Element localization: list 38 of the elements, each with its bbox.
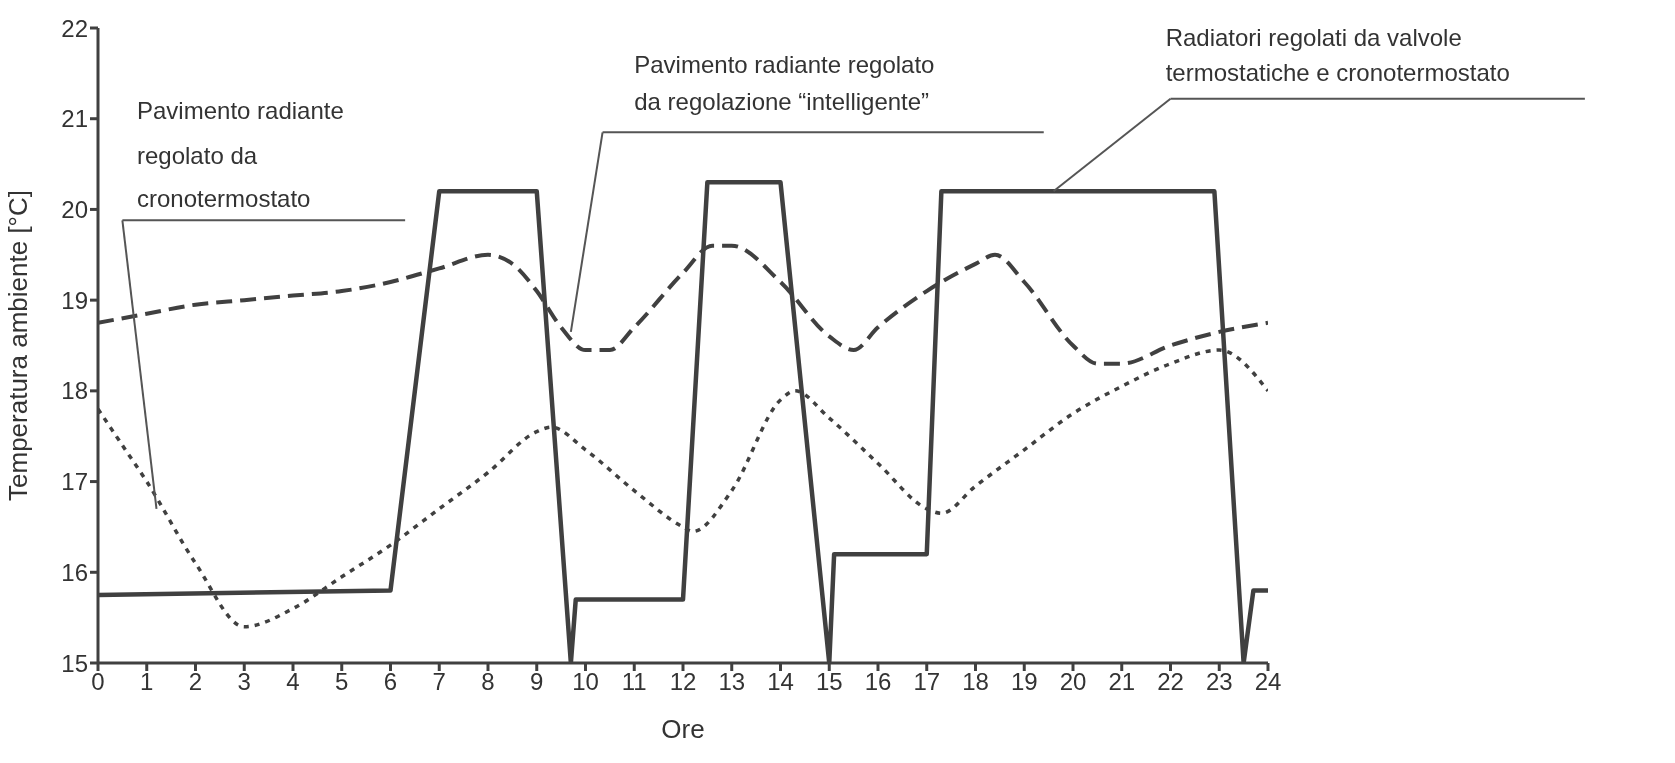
annotation: Radiatori regolati da valvole termostatiche e cronotermostato (1165, 24, 1510, 86)
x-tick-label: 17 (913, 668, 941, 696)
y-tick-label: 20 (61, 195, 88, 223)
x-tick-label: 10 (572, 668, 599, 696)
annotation: Pavimento radiante regolato da cronotermostato (137, 96, 344, 212)
x-tick-label: 13 (718, 668, 746, 696)
x-tick-label: 21 (1108, 668, 1136, 696)
y-tick-label: 16 (61, 558, 88, 586)
x-tick-label: 23 (1205, 668, 1233, 696)
x-tick-label: 16 (864, 668, 892, 696)
x-tick-label: 20 (1059, 668, 1087, 696)
x-tick-label: 3 (237, 668, 251, 696)
y-axis-title: Temperatura ambiente [°C] (3, 190, 34, 501)
x-tick-label: 11 (621, 668, 647, 696)
y-tick-label: 17 (61, 468, 88, 496)
x-tick-label: 19 (1010, 668, 1038, 696)
x-tick-label: 5 (335, 668, 349, 696)
x-tick-label: 18 (962, 668, 989, 696)
x-tick-label: 1 (140, 668, 154, 696)
x-tick-label: 6 (383, 668, 398, 696)
y-tick-label: 22 (61, 14, 88, 42)
x-tick-label: 22 (1157, 668, 1184, 696)
y-tick-label: 18 (61, 377, 88, 405)
x-axis-title: Ore (661, 714, 705, 744)
x-tick-label: 24 (1254, 668, 1282, 696)
y-tick-label: 19 (61, 286, 88, 314)
y-tick-label: 15 (61, 649, 88, 677)
x-tick-label: 9 (530, 668, 544, 696)
x-tick-label: 15 (815, 668, 843, 696)
x-tick-label: 4 (286, 668, 300, 696)
annotation: Pavimento radiante regolato da regolazione “intelligente” (634, 51, 935, 115)
x-tick-label: 7 (432, 668, 446, 696)
x-tick-label: 12 (669, 668, 697, 696)
x-tick-label: 2 (188, 668, 203, 696)
x-tick-label: 14 (767, 668, 794, 696)
x-tick-label: 8 (481, 668, 495, 696)
x-tick-label: 0 (91, 668, 105, 696)
y-tick-label: 21 (61, 105, 88, 133)
